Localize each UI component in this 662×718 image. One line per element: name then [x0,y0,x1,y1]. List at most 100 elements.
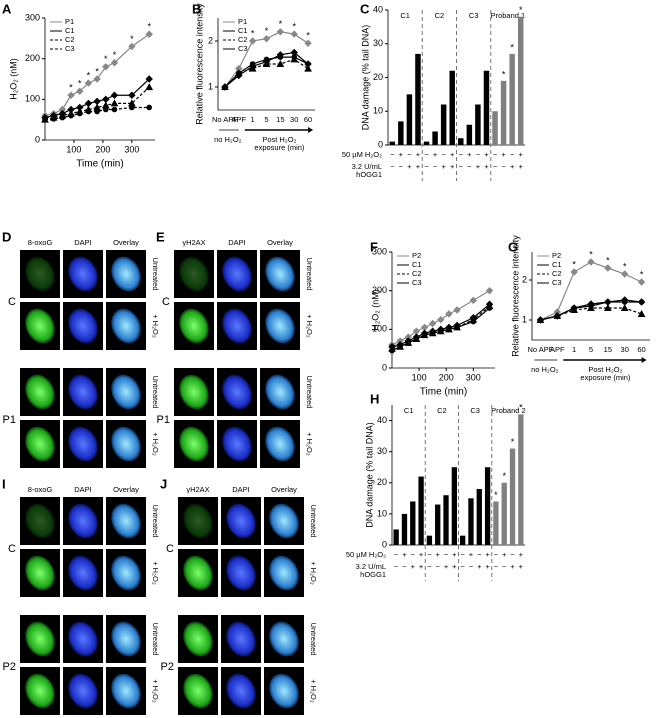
y-axis-label: H₂O₂ (nM) [8,58,18,99]
x-tick-label: 200 [439,372,454,382]
nucleus [265,426,295,462]
condition-sign: − [502,562,507,571]
condition-sign: − [493,150,498,159]
condition-sign: + [519,162,524,171]
condition-sign: + [485,550,490,559]
point [102,106,109,113]
x-tick-label: 5 [264,115,268,124]
point [235,70,242,76]
legend-label: C1 [412,260,422,269]
point [145,75,153,83]
nucleus [25,503,55,539]
point [437,328,444,335]
point [621,299,628,305]
legend-label: C1 [238,26,248,35]
x-tick-label: 100 [412,372,427,382]
point [554,313,561,319]
nucleus [269,555,299,591]
condition-sign: + [452,550,457,559]
block-label: P2 [3,661,16,673]
point [485,286,494,295]
y-axis-label: DNA damage (% tail DNA) [364,422,374,528]
condition-sign: + [436,550,441,559]
panel-letter: J [160,476,167,491]
significance: * [510,42,514,52]
nucleus [68,308,98,344]
nucleus [111,555,141,591]
group-label: C2 [437,406,447,415]
point [145,30,153,38]
bar [449,70,455,145]
point [621,270,629,278]
group-label: C1 [400,11,410,20]
condition-sign: − [424,150,429,159]
point [84,79,93,87]
point [263,56,270,63]
nucleus [25,426,55,462]
condition-sign: + [510,562,515,571]
significance: * [113,50,117,60]
group-label: no H₂O₂ [214,135,242,144]
axis [217,18,315,111]
group-label: exposure (min) [254,143,305,152]
block-label: C [166,543,174,555]
group-label: C3 [470,406,480,415]
bar [509,448,516,545]
point [145,83,154,91]
y-tick-label: 10 [377,508,387,518]
point [637,278,646,286]
row-label: Untreated [305,258,314,291]
bar [517,16,524,145]
bar [389,141,396,145]
x-tick-label: 60 [637,345,645,354]
condition-sign: − [427,550,432,559]
x-tick-label: No APF [528,345,554,354]
bar [401,513,408,545]
legend-label: P2 [552,251,561,260]
x-tick-label: 1 [251,115,255,124]
x-tick-label: 5 [589,345,593,354]
column-header: 8-oxoG [28,238,53,247]
nucleus [111,621,141,657]
condition-sign: + [450,162,455,171]
group-label: exposure (min) [580,373,631,382]
x-tick-label: 300 [124,144,139,154]
condition-sign: − [493,162,498,171]
panel-letter: A [2,1,12,16]
nucleus [68,673,98,709]
nucleus [25,374,55,410]
point [276,59,285,67]
nucleus [265,308,295,344]
row-label: + H₂O₂ [151,432,160,456]
condition-sign: + [444,562,449,571]
point [571,305,577,311]
point [76,110,83,117]
bar [423,141,430,145]
nucleus [25,308,55,344]
condition-sign: − [394,550,399,559]
legend-label: C2 [552,269,562,278]
bar [493,501,499,545]
nucleus [68,256,98,292]
condition-sign: + [452,562,457,571]
y-tick-label: 20 [373,72,383,82]
nucleus [183,555,213,591]
condition-sign: − [390,162,395,171]
x-tick-label: 15 [276,115,284,124]
significance: * [265,26,269,36]
significance: * [95,66,99,76]
row-label: + H₂O₂ [309,679,318,703]
point [453,306,461,314]
panel-letter: D [2,229,11,244]
condition-sign: + [407,162,412,171]
panel-letter: H [370,391,379,406]
significance: * [69,83,73,93]
bar [476,489,482,545]
y-tick-label: 100 [25,94,40,104]
condition-sign: − [402,562,407,571]
bar [500,80,507,145]
significance: * [78,79,82,89]
point [413,336,420,342]
column-header: DAPI [74,238,92,247]
